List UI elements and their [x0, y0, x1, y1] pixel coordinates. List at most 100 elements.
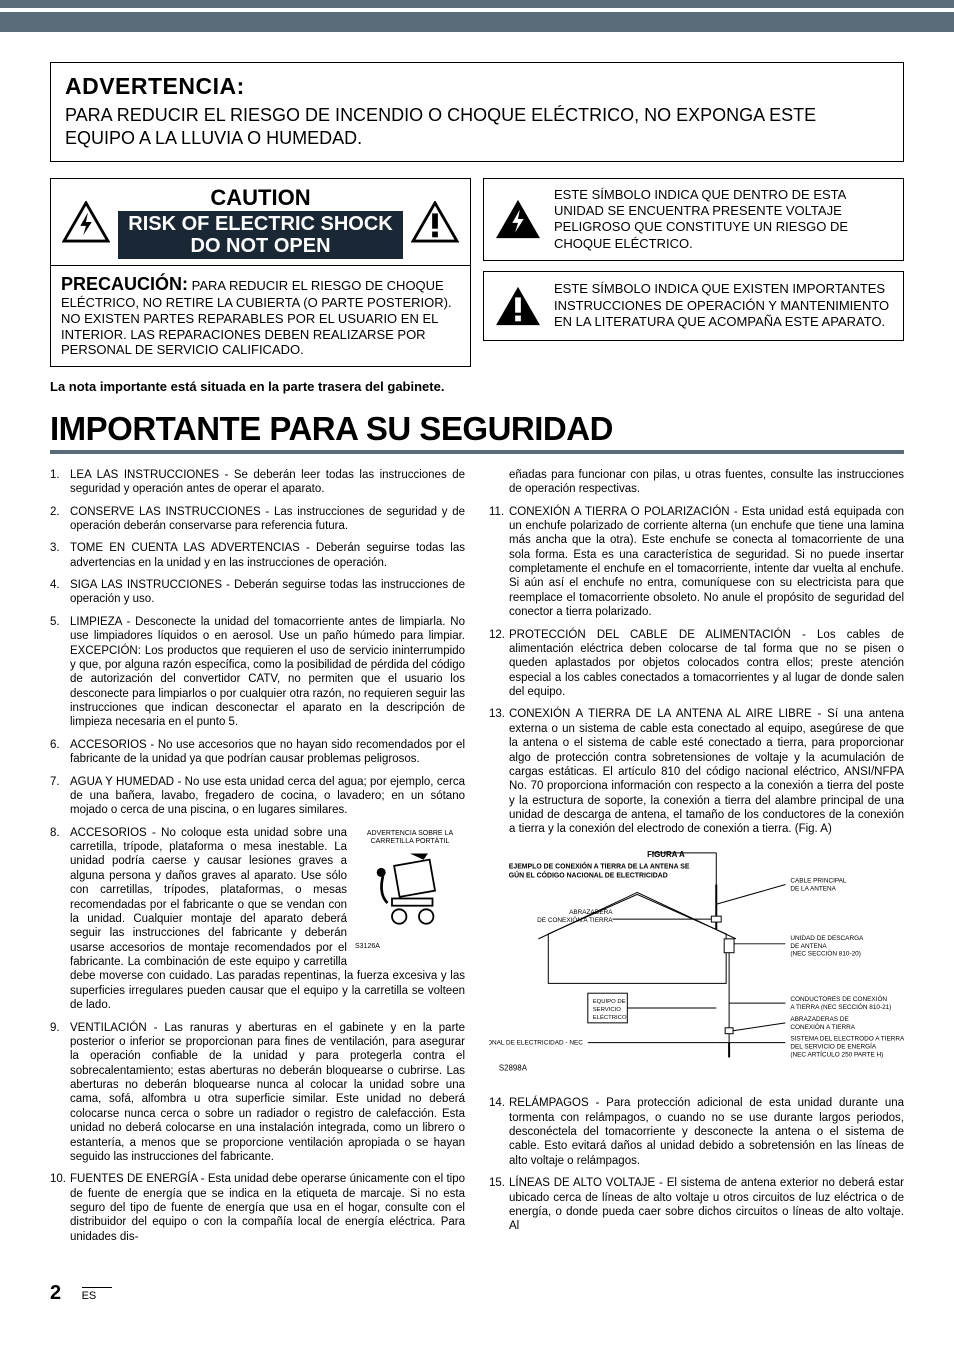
item-number: 11. — [489, 505, 504, 519]
instruction-item: 9. VENTILACIÓN - Las ranuras y aberturas … — [50, 1021, 465, 1165]
caution-word: CAUTION — [118, 185, 402, 211]
top-stripe-thick — [0, 12, 954, 32]
top-stripe-thin — [0, 0, 954, 8]
svg-text:CABLE PRINCIPAL: CABLE PRINCIPAL — [790, 877, 847, 884]
instruction-item: 10. FUENTES DE ENERGÍA - Esta unidad debe… — [50, 1172, 465, 1244]
item-number: 3. — [50, 541, 60, 555]
item-text: LEA LAS INSTRUCCIONES - Se deberán leer … — [70, 469, 465, 495]
svg-text:A TIERRA (NEC SECCIÓN 810-21): A TIERRA (NEC SECCIÓN 810-21) — [790, 1002, 891, 1011]
col-left: 1. LEA LAS INSTRUCCIONES - Se deberán lee… — [50, 468, 465, 1252]
svg-text:SISTEMA DEL ELECTRODO A TIERRA: SISTEMA DEL ELECTRODO A TIERRA — [790, 1035, 904, 1042]
item-number: 12. — [489, 628, 505, 642]
caution-row: CAUTION RISK OF ELECTRIC SHOCK DO NOT OP… — [50, 178, 904, 367]
cart-figure: ADVERTENCIA SOBRE LA CARRETILLA PORTÁTIL… — [355, 830, 465, 952]
item-continuation: eñadas para funcionar con pilas, u otras… — [489, 468, 904, 497]
caution-header: CAUTION RISK OF ELECTRIC SHOCK DO NOT OP… — [51, 179, 470, 265]
item-text: CONEXIÓN A TIERRA O POLARIZACIÓN - Esta … — [509, 506, 904, 619]
svg-text:ABRAZADERAS DE: ABRAZADERAS DE — [790, 1016, 848, 1023]
warning-text: PARA REDUCIR EL RIESGO DE INCENDIO O CHO… — [65, 104, 889, 151]
instruction-item: 15. LÍNEAS DE ALTO VOLTAJE - El sistema d… — [489, 1176, 904, 1234]
item-number: 2. — [50, 505, 60, 519]
svg-text:EJEMPLO DE CONEXIÓN A TIERRA D: EJEMPLO DE CONEXIÓN A TIERRA DE LA ANTEN… — [509, 861, 690, 870]
col-right: eñadas para funcionar con pilas, u otras… — [489, 468, 904, 1252]
item-text: FUENTES DE ENERGÍA - Esta unidad debe op… — [70, 1173, 465, 1243]
instruction-item: 1. LEA LAS INSTRUCCIONES - Se deberán lee… — [50, 468, 465, 497]
antenna-figure: FIGURA A EJEMPLO DE CONEXIÓN A TIERRA DE … — [489, 845, 904, 1087]
item-number: 5. — [50, 615, 60, 629]
instruction-item: 8. ADVERTENCIA SOBRE LA CARRETILLA PORTÁT… — [50, 826, 465, 1013]
item-number: 4. — [50, 578, 60, 592]
svg-text:UNIDAD DE DESCARGA: UNIDAD DE DESCARGA — [790, 935, 864, 942]
svg-text:DE LA ANTENA: DE LA ANTENA — [790, 885, 836, 892]
item-text: VENTILACIÓN - Las ranuras y aberturas en… — [70, 1022, 465, 1163]
item-text: SIGA LAS INSTRUCCIONES - Deberán seguirs… — [70, 579, 465, 605]
svg-text:DE ANTENA: DE ANTENA — [790, 943, 827, 950]
instruction-item: 5. LIMPIEZA - Desconecte la unidad del to… — [50, 615, 465, 730]
svg-text:EQUIPO DE: EQUIPO DE — [593, 999, 626, 1005]
instruction-item: 14. RELÁMPAGOS - Para protección adiciona… — [489, 1096, 904, 1168]
item-text: PROTECCIÓN DEL CABLE DE ALIMENTACIÓN - L… — [509, 629, 904, 699]
page-number: 2 — [50, 1282, 61, 1304]
exclaim-triangle-icon — [411, 201, 459, 243]
caution-risk-line: RISK OF ELECTRIC SHOCK DO NOT OPEN — [118, 211, 402, 259]
item-text: LÍNEAS DE ALTO VOLTAJE - El sistema de a… — [509, 1177, 904, 1232]
cart-label: ADVERTENCIA SOBRE LA CARRETILLA PORTÁTIL — [355, 830, 465, 848]
page-footer: 2 ES — [0, 1282, 954, 1325]
symbol-box-exclaim: ESTE SÍMBOLO INDICA QUE EXISTEN IMPORTAN… — [483, 271, 904, 341]
instruction-item: 4. SIGA LAS INSTRUCCIONES - Deberán segui… — [50, 578, 465, 607]
page-lang: ES — [82, 1287, 112, 1302]
instructions-columns: 1. LEA LAS INSTRUCCIONES - Se deberán lee… — [50, 468, 904, 1252]
svg-text:DEL SERVICIO DE ENERGÍA: DEL SERVICIO DE ENERGÍA — [790, 1041, 877, 1050]
item-number: 6. — [50, 738, 60, 752]
item-number: 10. — [50, 1172, 66, 1186]
item-number: 9. — [50, 1021, 60, 1035]
svg-text:GÚN EL CÓDIGO NACIONAL DE ELEC: GÚN EL CÓDIGO NACIONAL DE ELECTRICIDAD — [509, 870, 668, 879]
symbol-box-bolt: ESTE SÍMBOLO INDICA QUE DENTRO DE ESTA U… — [483, 178, 904, 261]
svg-text:CONDUCTORES DE CONEXIÓN: CONDUCTORES DE CONEXIÓN — [790, 994, 887, 1003]
page-content: ADVERTENCIA: PARA REDUCIR EL RIESGO DE I… — [0, 62, 954, 1252]
svg-text:ELÉCTRICO: ELÉCTRICO — [593, 1014, 627, 1021]
item-text: CONEXIÓN A TIERRA DE LA ANTENA AL AIRE L… — [509, 708, 904, 835]
instruction-item: 3. TOME EN CUENTA LAS ADVERTENCIAS - Debe… — [50, 541, 465, 570]
svg-text:(NEC SECCIÓN 810-20): (NEC SECCIÓN 810-20) — [790, 948, 861, 957]
symbol-exclaim-text: ESTE SÍMBOLO INDICA QUE EXISTEN IMPORTAN… — [554, 281, 895, 330]
warning-title: ADVERTENCIA: — [65, 73, 889, 100]
item-text: RELÁMPAGOS - Para protección adicional d… — [509, 1097, 904, 1167]
warning-box: ADVERTENCIA: PARA REDUCIR EL RIESGO DE I… — [50, 62, 904, 162]
item-number: 13. — [489, 707, 505, 721]
svg-text:(NEC ARTÍCULO 250 PARTE H): (NEC ARTÍCULO 250 PARTE H) — [790, 1049, 883, 1058]
item-number: 7. — [50, 775, 60, 789]
item-text: LIMPIEZA - Desconecte la unidad del toma… — [70, 616, 465, 729]
item-text: TOME EN CUENTA LAS ADVERTENCIAS - Deberá… — [70, 542, 465, 568]
svg-text:CÓDIGO NACIONAL DE ELECTRICIDA: CÓDIGO NACIONAL DE ELECTRICIDAD - NEC — [489, 1037, 583, 1046]
item-number: 15. — [489, 1176, 505, 1190]
instruction-item: 2. CONSERVE LAS INSTRUCCIONES - Las instr… — [50, 505, 465, 534]
item-number: 14. — [489, 1096, 505, 1110]
svg-text:SERVICIO: SERVICIO — [593, 1007, 622, 1013]
fig-title: FIGURA A — [647, 850, 685, 859]
svg-text:DE CONEXIÓN A TIERRA: DE CONEXIÓN A TIERRA — [537, 915, 613, 924]
svg-text:S2898A: S2898A — [499, 1063, 528, 1072]
item-text: ACCESORIOS - No use accesorios que no ha… — [70, 739, 465, 765]
instruction-item: 6. ACCESORIOS - No use accesorios que no … — [50, 738, 465, 767]
svg-text:CONEXIÓN A TIERRA: CONEXIÓN A TIERRA — [790, 1022, 855, 1031]
instruction-item: 12. PROTECCIÓN DEL CABLE DE ALIMENTACIÓN … — [489, 628, 904, 700]
precaucion-body: PRECAUCIÓN: PARA REDUCIR EL RIESGO DE CH… — [51, 265, 470, 366]
instruction-item: 7. AGUA Y HUMEDAD - No use esta unidad ce… — [50, 775, 465, 818]
instruction-item: 13. CONEXIÓN A TIERRA DE LA ANTENA AL AIR… — [489, 707, 904, 836]
instruction-item: 11. CONEXIÓN A TIERRA O POLARIZACIÓN - Es… — [489, 505, 904, 620]
bolt-triangle-icon — [492, 193, 544, 245]
precaucion-label: PRECAUCIÓN: — [61, 274, 188, 294]
item-text: AGUA Y HUMEDAD - No use esta unidad cerc… — [70, 776, 465, 817]
svg-text:ABRAZADERA: ABRAZADERA — [569, 909, 613, 916]
item-number: 8. — [50, 826, 60, 840]
cart-code: S3126A — [355, 943, 465, 952]
caution-box: CAUTION RISK OF ELECTRIC SHOCK DO NOT OP… — [50, 178, 471, 367]
bolt-triangle-icon — [62, 201, 110, 243]
main-heading: IMPORTANTE PARA SU SEGURIDAD — [50, 410, 904, 454]
symbol-bolt-text: ESTE SÍMBOLO INDICA QUE DENTRO DE ESTA U… — [554, 187, 895, 252]
item-text: CONSERVE LAS INSTRUCCIONES - Las instruc… — [70, 506, 465, 532]
exclaim-triangle-icon — [492, 280, 544, 332]
symbol-column: ESTE SÍMBOLO INDICA QUE DENTRO DE ESTA U… — [483, 178, 904, 367]
item-number: 1. — [50, 468, 60, 482]
